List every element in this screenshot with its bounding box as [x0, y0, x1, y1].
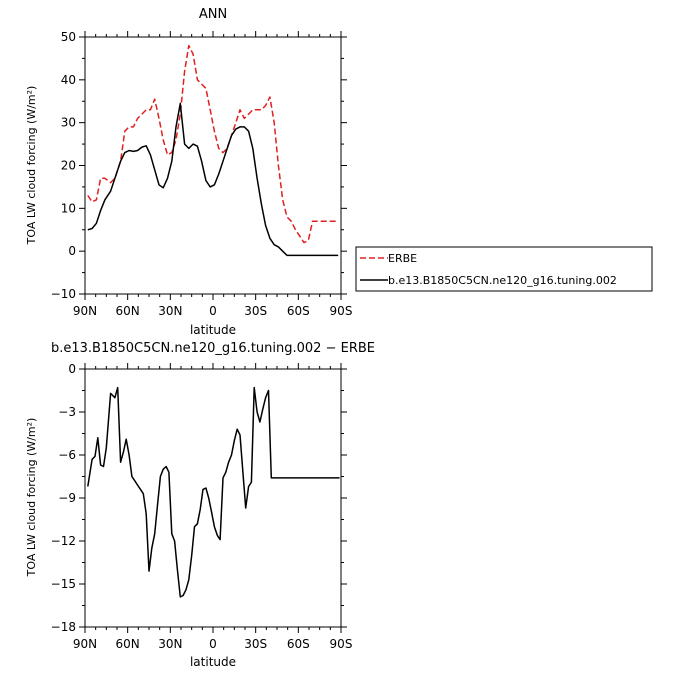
y-tick-label: 0 [68, 244, 76, 258]
y-tick-label: −10 [51, 287, 76, 301]
x-tick-label: 90S [330, 304, 353, 318]
x-tick-label: 0 [209, 304, 217, 318]
bottom-xlabel: latitude [190, 655, 236, 669]
x-tick-label: 60N [116, 637, 140, 651]
y-tick-label: −18 [51, 620, 76, 634]
y-tick-label: 10 [61, 201, 76, 215]
y-tick-label: −6 [58, 448, 76, 462]
y-tick-label: −9 [58, 491, 76, 505]
top-ylabel: TOA LW cloud forcing (W/m²) [25, 86, 38, 246]
y-tick-label: 0 [68, 362, 76, 376]
bottom-panel: b.e13.B1850C5CN.ne120_g16.tuning.002 − E… [25, 341, 375, 669]
x-tick-label: 90N [73, 637, 97, 651]
y-tick-label: 40 [61, 73, 76, 87]
bottom-ylabel: TOA LW cloud forcing (W/m²) [25, 418, 38, 578]
y-tick-label: 30 [61, 116, 76, 130]
x-tick-label: 0 [209, 637, 217, 651]
legend-box [355, 246, 653, 292]
y-tick-label: −15 [51, 577, 76, 591]
x-tick-label: 30N [158, 304, 182, 318]
legend-label-model: b.e13.B1850C5CN.ne120_g16.tuning.002 [388, 274, 617, 287]
top-panel: ANN latitude TOA LW cloud forcing (W/m²)… [25, 7, 352, 337]
series-line-1-0 [87, 386, 340, 598]
plot-frame [84, 368, 342, 628]
y-tick-label: −12 [51, 534, 76, 548]
y-tick-label: 20 [61, 159, 76, 173]
bottom-title: b.e13.B1850C5CN.ne120_g16.tuning.002 − E… [51, 341, 375, 356]
legend-label-erbe: ERBE [388, 252, 417, 265]
x-tick-label: 30S [244, 637, 267, 651]
x-tick-label: 30N [158, 637, 182, 651]
x-tick-label: 60S [287, 637, 310, 651]
x-tick-label: 90S [330, 637, 353, 651]
top-title: ANN [199, 7, 227, 22]
y-tick-label: 50 [61, 30, 76, 44]
x-tick-label: 30S [244, 304, 267, 318]
series-line-0-0 [87, 44, 339, 244]
x-tick-label: 60S [287, 304, 310, 318]
x-tick-label: 60N [116, 304, 140, 318]
legend: ERBE b.e13.B1850C5CN.ne120_g16.tuning.00… [355, 246, 653, 292]
top-xlabel: latitude [190, 323, 236, 337]
x-tick-label: 90N [73, 304, 97, 318]
series-line-0-1 [87, 102, 339, 257]
y-tick-label: −3 [58, 405, 76, 419]
